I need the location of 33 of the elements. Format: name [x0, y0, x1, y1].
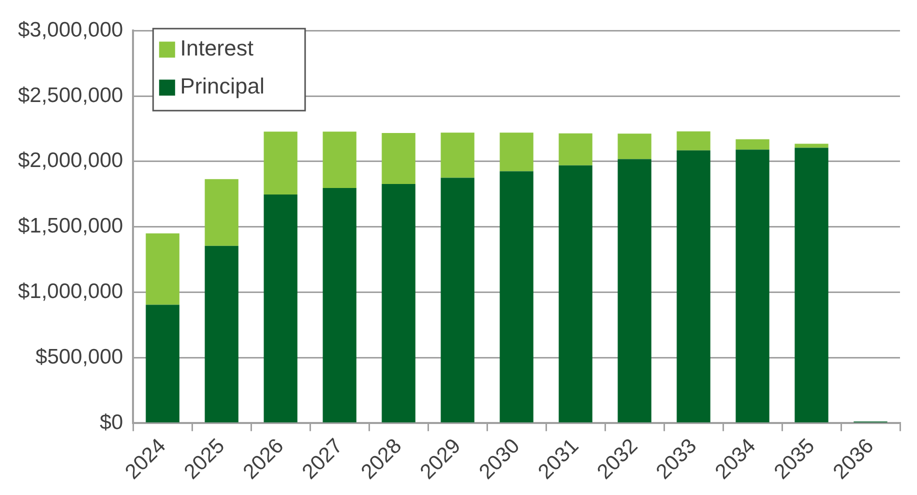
bar — [736, 150, 770, 422]
bar — [618, 159, 652, 422]
bar — [440, 132, 474, 178]
bar — [146, 233, 180, 305]
bar — [264, 194, 298, 422]
bar — [794, 148, 828, 422]
bar — [558, 165, 592, 422]
bar — [382, 132, 416, 184]
bar — [736, 139, 770, 150]
bar — [618, 134, 652, 160]
y-tick-label: $1,500,000 — [18, 214, 124, 238]
bar — [204, 179, 238, 246]
bar — [146, 304, 180, 422]
bar — [676, 150, 710, 422]
legend-label: Interest — [180, 36, 254, 61]
bar — [794, 144, 828, 148]
bar — [204, 246, 238, 422]
bar — [500, 171, 534, 422]
bar — [264, 132, 298, 194]
y-tick-label: $2,000,000 — [18, 149, 124, 172]
bar — [322, 188, 356, 422]
bar — [440, 178, 474, 422]
legend-label: Principal — [180, 74, 264, 99]
bar — [382, 184, 416, 422]
y-tick-label: $0 — [100, 410, 124, 434]
bar — [676, 131, 710, 150]
y-tick-label: $3,000,000 — [18, 18, 124, 42]
bar — [500, 132, 534, 172]
bar — [322, 132, 356, 188]
y-tick-label: $1,000,000 — [18, 280, 124, 304]
y-tick-label: $2,500,000 — [18, 84, 124, 107]
bar — [558, 133, 592, 166]
y-tick-label: $500,000 — [36, 346, 124, 369]
